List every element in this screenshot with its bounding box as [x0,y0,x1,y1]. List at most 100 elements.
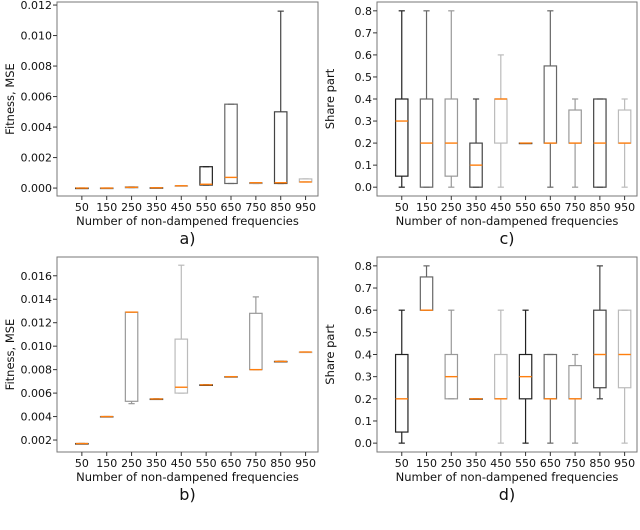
plot-frame [56,256,319,453]
y-tick-label: 0.6 [355,304,373,317]
x-tick-label: 350 [466,457,487,470]
y-tick-label: 0.4 [355,93,373,106]
x-tick-label: 650 [221,457,242,470]
box-body [444,98,459,177]
box-250 [444,10,459,188]
x-tick-label: 550 [515,201,536,214]
x-tick-label: 950 [295,201,316,214]
y-tick-label: 0.004 [21,411,53,424]
y-tick-label: 0.5 [355,326,373,339]
y-tick-label: 0.3 [355,371,373,384]
box-850 [593,98,607,188]
box-body [394,353,409,433]
box-550 [518,142,533,145]
x-tick-label: 150 [96,201,117,214]
box-650 [543,10,558,188]
y-tick-label: 0.012 [21,0,53,12]
x-tick-label: 950 [614,457,635,470]
box-150 [99,187,114,190]
box-body [494,98,508,144]
box-50 [75,187,89,190]
box-body [593,309,607,389]
box-550 [199,384,213,386]
x-axis-label: Number of non-dampened frequencies [396,470,619,484]
box-250 [124,311,139,405]
y-tick-label: 0.0 [355,437,373,450]
box-450 [174,264,189,394]
x-tick-label: 650 [540,457,561,470]
box-body [419,276,434,311]
box-250 [124,186,139,189]
box-body [568,364,582,400]
box-body [224,103,238,185]
y-tick-label: 0.002 [21,152,53,165]
x-tick-label: 150 [96,457,117,470]
box-50 [394,309,409,444]
box-body [394,98,409,177]
box-750 [249,296,263,371]
y-axis-label: Share part [323,68,337,129]
x-tick-label: 450 [490,201,511,214]
box-body [124,311,139,402]
y-tick-label: 0.4 [355,349,373,362]
y-tick-label: 0.012 [21,317,53,330]
box-850 [273,360,288,363]
x-tick-label: 350 [146,457,167,470]
y-tick-label: 0.008 [21,60,53,73]
x-tick-label: 750 [565,201,586,214]
y-tick-label: 0.7 [355,27,373,40]
box-150 [99,415,114,418]
x-tick-label: 750 [565,457,586,470]
box-350 [149,398,164,401]
box-body [494,353,508,400]
box-750 [568,353,582,444]
panel-label: d) [499,485,515,504]
x-tick-label: 650 [221,201,242,214]
x-tick-label: 50 [75,457,89,470]
x-axis-label: Number of non-dampened frequencies [396,214,619,228]
box-body [543,353,558,400]
y-tick-label: 0.8 [355,260,373,273]
x-tick-label: 250 [121,457,142,470]
x-tick-label: 650 [540,201,561,214]
x-tick-label: 550 [196,457,217,470]
x-tick-label: 350 [146,201,167,214]
box-350 [469,98,483,188]
box-950 [298,351,313,354]
x-tick-label: 550 [515,457,536,470]
box-350 [149,187,164,189]
box-body [543,65,558,144]
panel-label: a) [179,229,195,248]
box-950 [298,178,313,183]
box-150 [419,10,434,188]
y-tick-label: 0.1 [355,159,373,172]
y-tick-label: 0.0 [355,181,373,194]
panel-a: 0.000 0.002 0.004 0.006 0.008 0.010 0.012 50 150… [3,0,319,248]
x-tick-label: 850 [589,457,610,470]
y-tick-label: 0.016 [21,270,53,283]
panel-label: b) [179,485,195,504]
box-650 [224,103,238,185]
x-tick-label: 450 [171,201,192,214]
x-tick-label: 50 [395,457,409,470]
x-tick-label: 150 [416,201,437,214]
x-tick-label: 950 [614,201,635,214]
y-tick-label: 0.014 [21,293,53,306]
x-tick-label: 450 [490,457,511,470]
x-tick-label: 750 [245,457,266,470]
x-tick-label: 150 [416,457,437,470]
panel-d: 0.0 0.1 0.2 0.3 0.4 0.5 0.6 0.7 0.8 50 150 250 350 45… [323,256,638,504]
box-body [617,309,632,389]
x-axis-label: Number of non-dampened frequencies [76,470,299,484]
x-axis-label: Number of non-dampened frequencies [76,214,299,228]
y-tick-label: 0.6 [355,49,373,62]
box-750 [249,182,263,185]
box-650 [543,353,558,444]
y-tick-label: 0.010 [21,30,53,43]
x-tick-label: 550 [196,201,217,214]
box-950 [617,98,632,188]
box-body [273,111,288,185]
y-tick-label: 0.2 [355,137,373,150]
y-tick-label: 0.1 [355,415,373,428]
